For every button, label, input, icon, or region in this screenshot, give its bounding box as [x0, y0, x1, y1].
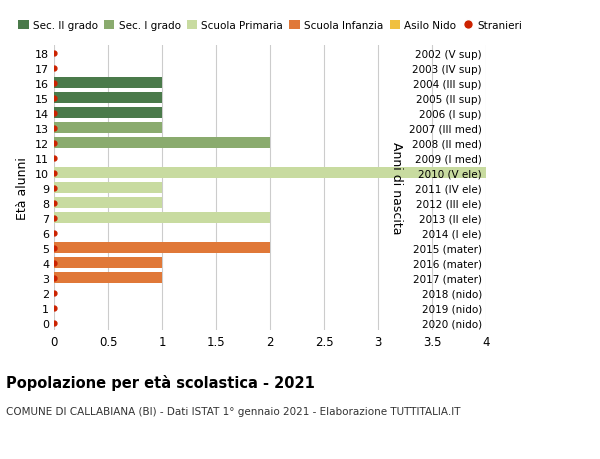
Bar: [54, 168, 486, 179]
Bar: [54, 243, 270, 253]
Bar: [54, 273, 162, 284]
Y-axis label: Età alunni: Età alunni: [16, 157, 29, 219]
Text: COMUNE DI CALLABIANA (BI) - Dati ISTAT 1° gennaio 2021 - Elaborazione TUTTITALIA: COMUNE DI CALLABIANA (BI) - Dati ISTAT 1…: [6, 406, 461, 416]
Bar: [54, 183, 162, 194]
Legend: Sec. II grado, Sec. I grado, Scuola Primaria, Scuola Infanzia, Asilo Nido, Stran: Sec. II grado, Sec. I grado, Scuola Prim…: [14, 17, 526, 35]
Y-axis label: Anni di nascita: Anni di nascita: [389, 142, 403, 235]
Bar: [54, 123, 162, 134]
Text: Popolazione per età scolastica - 2021: Popolazione per età scolastica - 2021: [6, 374, 315, 390]
Bar: [54, 78, 162, 89]
Bar: [54, 257, 162, 269]
Bar: [54, 198, 162, 208]
Bar: [54, 213, 270, 224]
Bar: [54, 138, 270, 149]
Bar: [54, 108, 162, 119]
Bar: [54, 93, 162, 104]
